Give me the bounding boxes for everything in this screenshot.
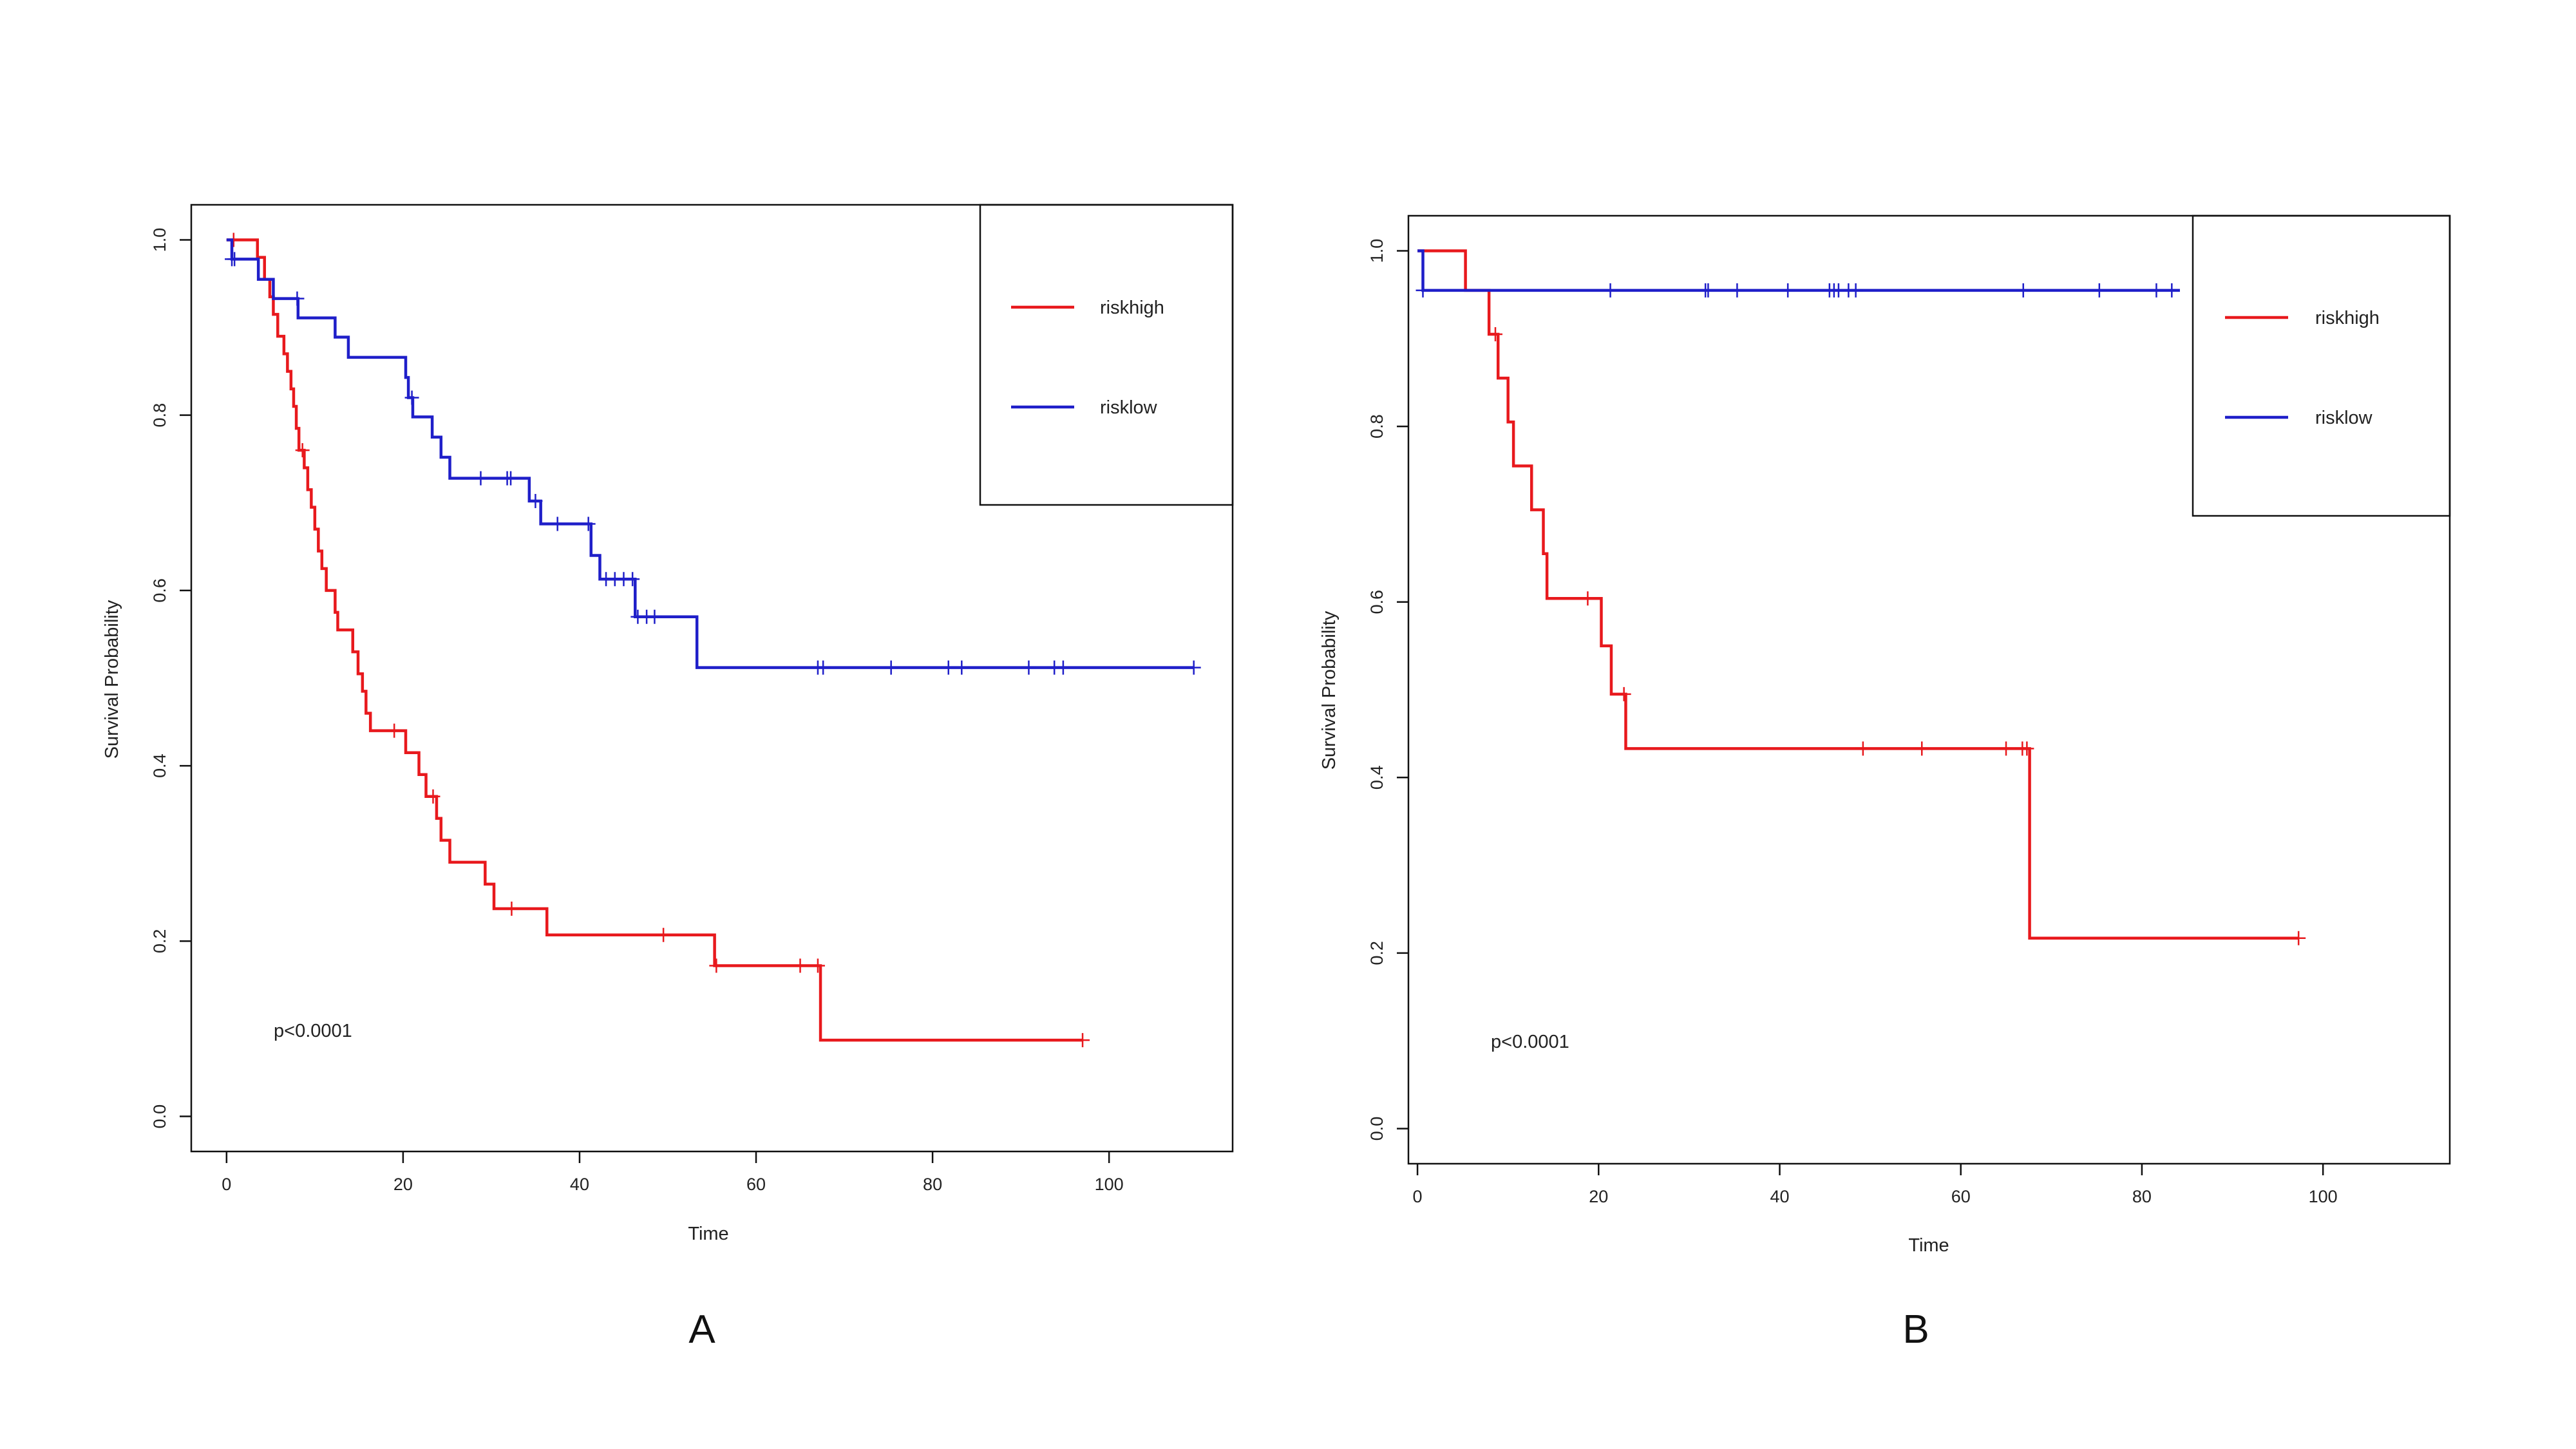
panel-a-x-tick-label: 20 [393,1175,413,1194]
panel-a-censor-mark-risklow [884,660,898,675]
panel-b-censor-mark-risklow [1701,283,1716,298]
panel-a-censor-mark-riskhigh [1075,1033,1090,1048]
panel-a-censor-mark-riskhigh [810,958,825,973]
panel-b-x-tick-label: 40 [1770,1187,1789,1206]
panel-a-censor-mark-riskhigh [504,901,519,916]
panel-b-censor-mark-risklow [1781,283,1795,298]
panel-a-censor-mark-riskhigh [793,958,808,973]
panel-a-legend-label-risklow: risklow [1100,397,1158,418]
panel-a-censor-mark-riskhigh [387,723,402,738]
panel-b-p-value: p<0.0001 [1491,1032,1569,1052]
panel-b-plot-frame [1407,214,2451,1165]
panel-a-x-tick-label: 80 [923,1175,942,1194]
panel-b-censor-mark-risklow [1416,283,1430,298]
panel-b-legend-box [2192,214,2451,517]
panel-a-censor-mark-risklow [290,291,305,306]
panel-b-x-tick-label: 20 [1589,1187,1608,1206]
panel-a-x-axis: 0 20 40 60 80 100 [222,1151,1124,1194]
panel-b-censor-mark-risklow [1603,283,1618,298]
panel-a: 0.0 0.2 0.4 0.6 0.8 1.0 0 20 40 60 80 100 Time Sur… [102,204,1234,1352]
panel-b-y-tick-label: 0.0 [1367,1117,1387,1141]
panel-b-y-axis: 0.0 0.2 0.4 0.6 0.8 1.0 [1367,239,1408,1141]
panel-a-censor-mark-risklow [954,660,969,675]
panel-a-censor-mark-riskhigh [656,927,671,942]
panel-b-y-tick-label: 0.8 [1367,414,1387,439]
panel-b-censor-mark-risklow [2164,283,2179,298]
panel-a-legend-box [979,204,1234,506]
panel-a-censor-mark-risklow [647,609,662,624]
panel-a-censor-mark-riskhigh [709,958,724,973]
panel-a-curve-risklow [226,238,1194,669]
panel-a-x-tick-label: 60 [746,1175,766,1194]
panel-a-censor-mark-risklow [528,494,543,509]
panel-b-y-tick-label: 0.6 [1367,590,1387,614]
panel-a-y-tick-label: 1.0 [150,228,169,252]
panel-a-x-tick-label: 0 [222,1175,231,1194]
panel-b: 0.0 0.2 0.4 0.6 0.8 1.0 0 20 40 60 80 100 Time Sur… [1319,214,2451,1352]
panel-b-censor-mark-riskhigh [1616,687,1631,701]
panel-b-legend-label-riskhigh: riskhigh [2315,308,2380,328]
panel-b-label: B [1902,1307,1929,1352]
panel-a-censor-mark-risklow [625,572,640,587]
panel-a-censor-mark-risklow [473,471,488,486]
panel-a-legend: riskhigh risklow [979,204,1234,506]
panel-b-censor-mark-risklow [2016,283,2031,298]
panel-a-curve-riskhigh [226,238,1083,1042]
panel-b-x-axis: 0 20 40 60 80 100 [1413,1164,2338,1206]
panel-b-censor-mark-riskhigh [1580,591,1595,606]
panel-a-censor-mark-risklow [1186,660,1201,675]
panel-b-curve-risklow [1417,249,2180,292]
panel-b-x-tick-label: 0 [1413,1187,1423,1206]
panel-b-y-tick-label: 0.2 [1367,941,1387,965]
panel-b-censor-mark-riskhigh [1999,741,2014,756]
panel-a-label: A [688,1307,715,1352]
panel-b-x-tick-label: 100 [2309,1187,2338,1206]
panel-a-curves [225,232,1201,1048]
panel-a-censor-mark-risklow [1056,660,1070,675]
panel-a-y-tick-label: 0.2 [150,929,169,954]
panel-a-censor-mark-risklow [941,660,956,675]
panel-b-censor-mark-riskhigh [1855,741,1870,756]
panel-a-censor-mark-riskhigh [426,789,440,804]
panel-b-censor-mark-riskhigh [2291,931,2306,945]
panel-a-p-value: p<0.0001 [274,1021,352,1041]
panel-b-x-axis-title: Time [1908,1235,1949,1256]
panel-b-legend: riskhigh risklow [2192,214,2451,517]
panel-a-plot-frame [190,204,1234,1153]
panel-a-censor-mark-risklow [227,252,242,267]
panel-a-censor-mark-risklow [1021,660,1036,675]
panel-b-censor-mark-risklow [1730,283,1745,298]
panel-a-x-tick-label: 40 [570,1175,589,1194]
panel-a-censor-mark-risklow [581,516,596,531]
panel-a-legend-label-riskhigh: riskhigh [1100,298,1164,318]
panel-a-y-tick-label: 0.6 [150,578,169,603]
panel-a-y-tick-label: 0.4 [150,753,169,778]
panel-a-y-axis: 0.0 0.2 0.4 0.6 0.8 1.0 [150,228,191,1129]
panel-b-y-tick-label: 0.4 [1367,766,1387,790]
panel-b-curves [1416,249,2306,945]
panel-a-y-tick-label: 0.8 [150,403,169,428]
panel-b-y-axis-title: Survival Probability [1319,611,1340,770]
panel-a-censor-mark-risklow [504,471,518,486]
panel-a-y-axis-title: Survival Probability [102,600,122,759]
panel-a-x-tick-label: 100 [1095,1175,1124,1194]
panel-a-censor-mark-risklow [816,660,831,675]
panel-b-censor-mark-risklow [1848,283,1863,298]
panel-b-x-tick-label: 60 [1951,1187,1971,1206]
panel-b-censor-mark-riskhigh [2020,741,2034,756]
panel-b-legend-label-risklow: risklow [2315,408,2373,428]
panel-b-censor-mark-riskhigh [1488,327,1502,341]
panel-a-censor-mark-risklow [404,390,419,405]
panel-b-y-tick-label: 1.0 [1367,239,1387,263]
panel-a-x-axis-title: Time [688,1224,728,1244]
panel-b-censor-mark-risklow [2149,283,2164,298]
panel-a-censor-mark-risklow [550,516,565,531]
panel-b-censor-mark-riskhigh [1915,741,1929,756]
panel-b-x-tick-label: 80 [2132,1187,2152,1206]
panel-a-censor-mark-riskhigh [295,443,310,458]
panel-b-censor-mark-risklow [2092,283,2107,298]
panel-a-y-tick-label: 0.0 [150,1104,169,1129]
